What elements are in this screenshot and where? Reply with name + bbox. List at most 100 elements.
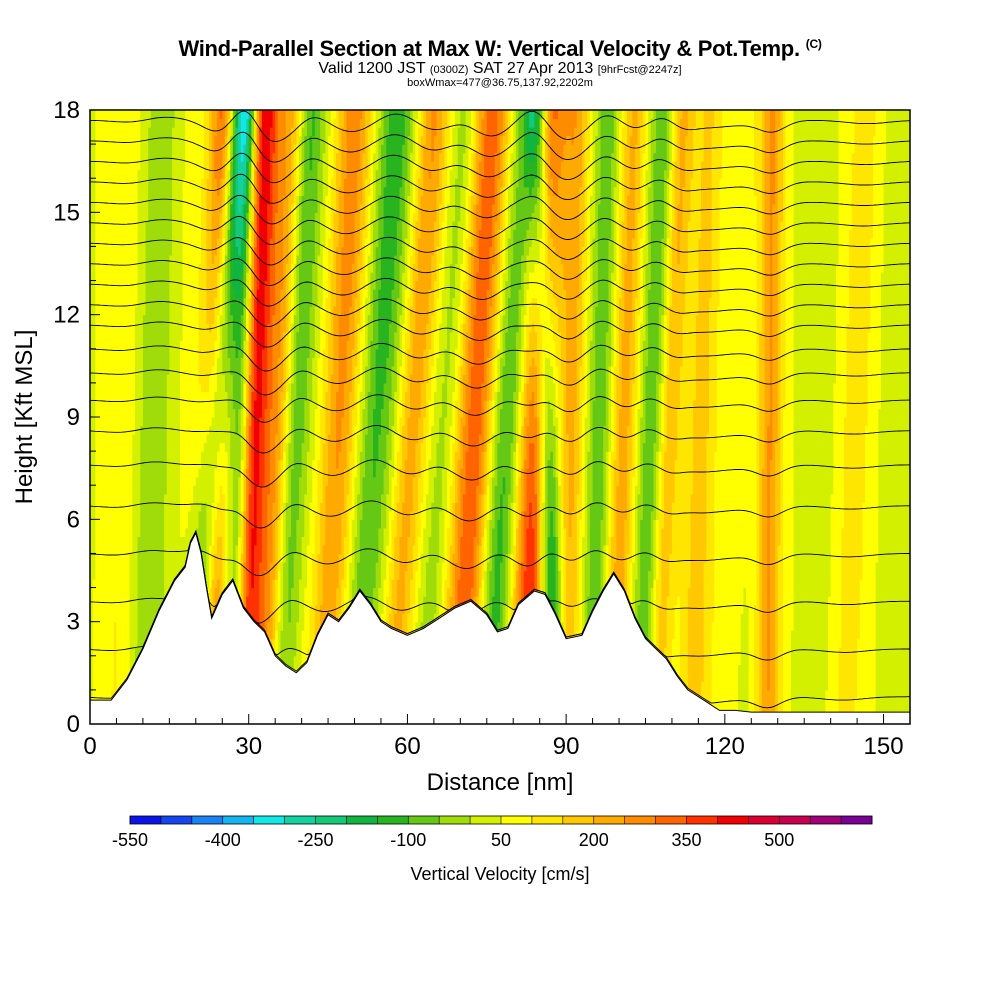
velocity-cell [359, 408, 364, 418]
velocity-cell [486, 399, 491, 410]
velocity-cell [291, 417, 295, 427]
velocity-cell [687, 638, 705, 648]
velocity-cell [534, 561, 538, 572]
velocity-cell [423, 425, 430, 435]
velocity-cell [769, 613, 776, 623]
velocity-cell [484, 544, 488, 555]
velocity-cell [661, 476, 665, 486]
velocity-cell [671, 544, 692, 555]
velocity-cell [793, 544, 832, 555]
velocity-cell [261, 519, 268, 529]
velocity-cell [179, 442, 205, 452]
velocity-cell [407, 451, 416, 461]
velocity-cell [312, 468, 319, 478]
velocity-cell [626, 442, 633, 452]
velocity-cell [552, 408, 557, 418]
velocity-cell [521, 408, 525, 418]
velocity-cell [510, 553, 514, 563]
velocity-cell [306, 579, 313, 589]
velocity-cell [833, 476, 845, 486]
velocity-cell [507, 544, 512, 555]
velocity-cell [767, 672, 771, 682]
velocity-cell [690, 544, 707, 555]
velocity-cell [447, 493, 451, 503]
velocity-cell [515, 544, 520, 555]
velocity-cell [558, 502, 562, 512]
velocity-cell [589, 434, 594, 444]
velocity-cell [230, 442, 242, 452]
velocity-cell [547, 527, 551, 537]
velocity-cell [574, 485, 580, 495]
velocity-cell [325, 527, 342, 537]
velocity-cell [687, 647, 705, 657]
velocity-cell [523, 425, 528, 435]
velocity-cell [439, 536, 446, 546]
velocity-cell [349, 561, 356, 572]
velocity-cell [555, 502, 559, 512]
velocity-cell [537, 579, 541, 589]
velocity-cell [865, 425, 879, 435]
velocity-cell [396, 604, 406, 614]
velocity-cell [283, 621, 297, 631]
velocity-cell [476, 493, 480, 503]
velocity-cell [441, 485, 448, 495]
velocity-cell [497, 527, 504, 537]
velocity-cell [687, 587, 705, 597]
velocity-cell [637, 553, 641, 563]
velocity-cell [338, 553, 345, 563]
velocity-cell [563, 442, 570, 452]
velocity-cell [380, 408, 390, 418]
velocity-cell [362, 502, 382, 512]
velocity-cell [634, 417, 639, 427]
velocity-cell [605, 493, 610, 503]
velocity-cell [690, 502, 707, 512]
velocity-cell [275, 630, 279, 640]
velocity-cell [439, 527, 446, 537]
velocity-cell [560, 604, 565, 614]
velocity-cell [240, 399, 245, 410]
velocity-cell [306, 544, 316, 555]
velocity-cell [582, 434, 586, 444]
velocity-cell [539, 510, 543, 520]
velocity-cell [521, 442, 525, 452]
velocity-cell [500, 493, 504, 503]
velocity-cell [632, 399, 636, 410]
velocity-cell [248, 553, 252, 563]
velocity-cell [584, 613, 588, 623]
velocity-cell [283, 544, 287, 555]
velocity-cell [518, 519, 522, 529]
velocity-cell [410, 579, 416, 589]
velocity-cell [632, 476, 639, 486]
velocity-cell [656, 502, 660, 512]
velocity-cell [544, 587, 549, 597]
velocity-cell [637, 621, 649, 631]
velocity-cell [460, 434, 464, 444]
velocity-cell [828, 596, 842, 606]
velocity-cell [656, 510, 660, 520]
velocity-cell [230, 425, 237, 435]
velocity-cell [478, 434, 485, 444]
velocity-cell [611, 544, 617, 555]
velocity-cell [206, 510, 213, 520]
velocity-cell [420, 391, 427, 401]
velocity-cell [291, 399, 295, 410]
velocity-cell [521, 434, 525, 444]
velocity-cell [388, 519, 393, 529]
velocity-cell [457, 468, 461, 478]
velocity-cell [843, 417, 869, 427]
velocity-cell [714, 510, 758, 520]
velocity-cell [838, 689, 858, 700]
velocity-cell [314, 604, 321, 614]
velocity-cell [251, 408, 255, 418]
velocity-cell [513, 510, 517, 520]
velocity-cell [359, 485, 364, 495]
velocity-cell [129, 587, 139, 597]
velocity-cell [605, 536, 610, 546]
velocity-cell [420, 399, 427, 410]
velocity-cell [600, 544, 604, 555]
velocity-cell [423, 544, 430, 555]
velocity-cell [703, 655, 713, 665]
velocity-cell [626, 434, 633, 444]
velocity-cell [179, 417, 213, 427]
velocity-cell [867, 417, 879, 427]
